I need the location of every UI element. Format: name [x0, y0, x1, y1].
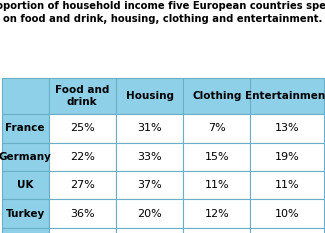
Text: 31%: 31% [137, 123, 162, 133]
Text: Germany: Germany [0, 152, 52, 162]
Text: 10%: 10% [275, 209, 300, 219]
Text: 12%: 12% [204, 209, 229, 219]
Text: 37%: 37% [137, 180, 162, 190]
Text: 25%: 25% [70, 123, 95, 133]
Text: UK: UK [17, 180, 33, 190]
Text: Entertainment: Entertainment [245, 91, 325, 101]
Text: France: France [6, 123, 45, 133]
Text: 22%: 22% [70, 152, 95, 162]
Text: 33%: 33% [137, 152, 162, 162]
Text: 11%: 11% [275, 180, 300, 190]
Text: Turkey: Turkey [6, 209, 45, 219]
Text: Food and
drink: Food and drink [55, 85, 110, 107]
Text: 20%: 20% [137, 209, 162, 219]
Text: 13%: 13% [275, 123, 300, 133]
Text: 36%: 36% [70, 209, 95, 219]
Text: Housing: Housing [125, 91, 174, 101]
Text: Clothing: Clothing [192, 91, 241, 101]
Text: Proportion of household income five European countries spend
on food and drink, : Proportion of household income five Euro… [0, 1, 325, 24]
Text: 19%: 19% [275, 152, 300, 162]
Text: 15%: 15% [204, 152, 229, 162]
Text: 27%: 27% [70, 180, 95, 190]
Text: 11%: 11% [204, 180, 229, 190]
Text: 7%: 7% [208, 123, 226, 133]
